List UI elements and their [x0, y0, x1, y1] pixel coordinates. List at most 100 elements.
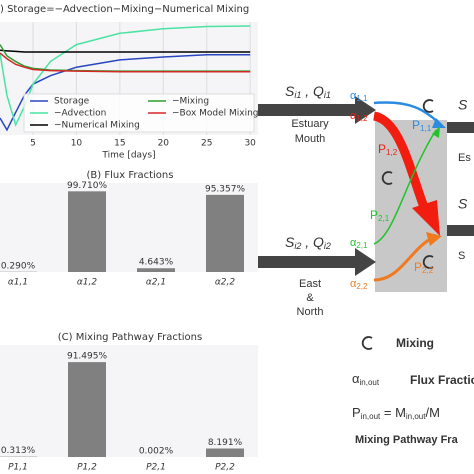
bar: [206, 194, 244, 272]
label-part: P: [370, 208, 378, 222]
label-part: = M: [380, 405, 406, 420]
label-part: P: [412, 118, 420, 132]
diagram: Si1 , Qi1 Estuary Mouth Si2 , Qi2 East &…: [258, 83, 474, 446]
x-tick-label: α1,2: [77, 278, 98, 288]
flux-label: α2,2: [350, 278, 368, 291]
value-label: 99.710%: [67, 181, 107, 191]
value-label: 0.313%: [1, 446, 36, 456]
input-label: Si1 , Qi1: [285, 83, 331, 101]
legend-text: Mixing Pathway Fra: [355, 434, 459, 446]
plot-area: [0, 345, 258, 457]
label-part: i1: [324, 90, 331, 100]
chart-title: (B) Flux Fractions: [87, 170, 174, 181]
mixing-icon: [381, 171, 393, 185]
pathway-label: P1,1: [412, 118, 432, 133]
label-part: ,: [301, 83, 313, 99]
bar: [206, 448, 244, 457]
value-label: 95.357%: [205, 184, 245, 194]
label-part: 2,2: [356, 282, 368, 291]
label-part: P: [378, 142, 386, 156]
bar: [137, 268, 175, 272]
label-part: Q: [313, 83, 324, 99]
label-part: /M: [425, 405, 439, 420]
legend-box: [23, 93, 255, 133]
label-part: 1,1: [356, 94, 368, 103]
arrowhead: [426, 232, 442, 246]
output-label: Es: [458, 152, 471, 164]
label-part: S: [285, 234, 295, 250]
x-tick-label: α2,2: [215, 278, 236, 288]
label-part: i1: [294, 90, 301, 100]
label-part: 2,1: [356, 241, 368, 250]
outflow-arrow: [447, 225, 474, 236]
flux-label: α1,2: [350, 110, 368, 123]
legend-label: −Numerical Mixing: [54, 121, 140, 131]
x-tick-label: P1,2: [77, 463, 97, 473]
label-part: α: [352, 371, 360, 386]
series-line: [0, 54, 251, 132]
pathway-label: P1,2: [378, 142, 398, 157]
label-part: Q: [313, 234, 324, 250]
value-label: 0.290%: [1, 261, 36, 271]
x-tick-label: α2,1: [146, 278, 166, 288]
mixing-icon: [422, 99, 434, 113]
chart-title: ) Storage=−Advection−Mixing−Numerical Mi…: [0, 4, 249, 15]
legend-label: −Mixing: [172, 97, 209, 107]
legend-symbol: Pin,out = Min,out/M: [352, 405, 440, 421]
x-tick-label: P1,1: [8, 463, 28, 473]
series-line: [0, 49, 251, 53]
flux-label: α2,1: [350, 237, 368, 250]
value-label: 91.495%: [67, 352, 107, 362]
label-part: α: [350, 237, 357, 249]
value-label: 0.002%: [139, 446, 174, 456]
mixing-icon: [361, 336, 373, 350]
flow-arrow: [372, 111, 430, 212]
x-tick-label: 5: [30, 139, 36, 149]
label-part: i2: [294, 241, 301, 251]
label-part: in,out: [360, 378, 380, 387]
arrowhead: [432, 126, 440, 138]
legend-label: Storage: [54, 97, 90, 107]
label-part: ,: [301, 234, 313, 250]
label-part: in,out: [361, 412, 381, 421]
label-part: P: [414, 260, 422, 274]
x-tick-label: P2,2: [215, 463, 235, 473]
pathway-label: P2,2: [414, 260, 434, 275]
x-axis-label: Time [days]: [101, 151, 155, 161]
bar: [68, 191, 106, 272]
label-part: 1,2: [356, 114, 368, 123]
label-part: P: [352, 405, 361, 420]
output-label: S: [458, 250, 465, 262]
legend-label: −Box Model Mixing: [172, 109, 259, 119]
bar: [68, 362, 106, 457]
pathway-label: P2,1: [370, 208, 390, 223]
input-name: Mouth: [295, 133, 326, 145]
value-label: 8.191%: [208, 438, 243, 448]
input-name: East: [299, 278, 321, 290]
mixing-icons: [361, 99, 434, 350]
x-tick-label: 15: [114, 139, 125, 149]
inflow-arrow: [258, 96, 376, 124]
x-tick-label: 10: [71, 139, 83, 149]
label-part: 2,2: [422, 266, 434, 275]
input-name: &: [306, 292, 314, 304]
x-tick-label: P2,1: [146, 463, 166, 473]
label-part: 1,2: [386, 148, 398, 157]
x-tick-label: 20: [158, 139, 170, 149]
input-label: Si2 , Qi2: [285, 234, 331, 252]
flux-label: α1,1: [350, 90, 368, 103]
input-name: Estuary: [291, 118, 329, 130]
outflow-arrow: [447, 122, 474, 133]
series-line: [0, 25, 251, 127]
output-label: S: [458, 97, 468, 113]
value-label: 4.643%: [139, 258, 174, 268]
label-part: 2,1: [378, 214, 390, 223]
inflow-arrow: [258, 248, 376, 276]
series-line: [0, 52, 251, 73]
chart-title: (C) Mixing Pathway Fractions: [58, 332, 202, 343]
flow-arrow: [373, 129, 437, 245]
label-part: in,out: [406, 412, 426, 421]
label-part: i2: [324, 241, 331, 251]
label-part: α: [350, 278, 357, 290]
